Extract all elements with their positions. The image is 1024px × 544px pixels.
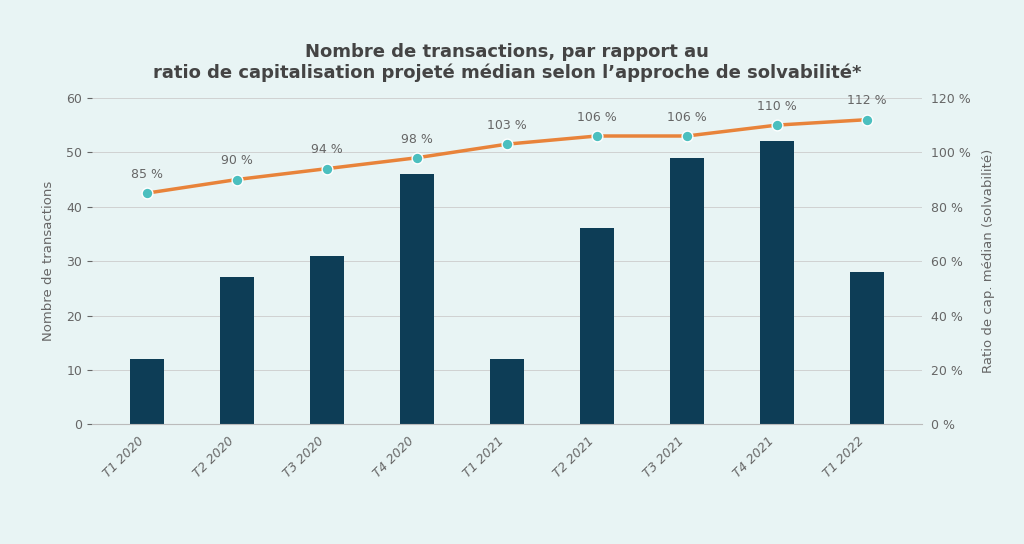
Bar bbox=[580, 228, 614, 424]
Bar bbox=[220, 277, 254, 424]
Text: 103 %: 103 % bbox=[487, 119, 526, 132]
Bar bbox=[850, 272, 884, 424]
Point bbox=[679, 132, 695, 140]
Text: 94 %: 94 % bbox=[311, 144, 343, 157]
Point bbox=[858, 115, 874, 124]
Bar bbox=[760, 141, 794, 424]
Text: 110 %: 110 % bbox=[757, 100, 797, 113]
Text: 98 %: 98 % bbox=[401, 133, 433, 146]
Y-axis label: Ratio de cap. médian (solvabilité): Ratio de cap. médian (solvabilité) bbox=[982, 149, 995, 373]
Bar bbox=[310, 256, 344, 424]
Bar bbox=[130, 359, 164, 424]
Point bbox=[318, 164, 335, 173]
Title: Nombre de transactions, par rapport au
ratio de capitalisation projeté médian se: Nombre de transactions, par rapport au r… bbox=[153, 43, 861, 83]
Point bbox=[589, 132, 605, 140]
Text: 90 %: 90 % bbox=[221, 154, 253, 168]
Text: 106 %: 106 % bbox=[577, 111, 616, 124]
Text: 106 %: 106 % bbox=[667, 111, 707, 124]
Y-axis label: Nombre de transactions: Nombre de transactions bbox=[42, 181, 55, 341]
Point bbox=[228, 175, 245, 184]
Text: 85 %: 85 % bbox=[131, 168, 163, 181]
Bar bbox=[670, 158, 703, 424]
Point bbox=[139, 189, 156, 197]
Bar bbox=[489, 359, 524, 424]
Point bbox=[499, 140, 515, 149]
Bar bbox=[399, 174, 434, 424]
Point bbox=[409, 153, 425, 162]
Text: 112 %: 112 % bbox=[847, 95, 887, 108]
Point bbox=[769, 121, 785, 129]
